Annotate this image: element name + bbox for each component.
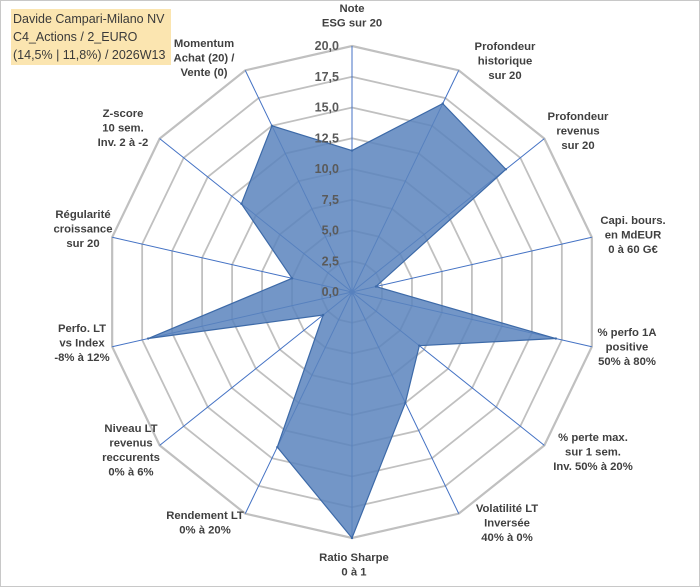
data-point <box>146 337 150 340</box>
tick-label: 0,0 <box>322 285 339 299</box>
data-point <box>504 168 508 171</box>
axis-label: Régularité croissance sur 20 <box>53 209 112 250</box>
axis-label: Profondeur revenus sur 20 <box>548 111 609 152</box>
tick-label: 5,0 <box>322 224 339 238</box>
data-point <box>240 202 243 206</box>
axis-spoke <box>159 291 353 446</box>
tick-label: 17,5 <box>315 70 339 84</box>
data-point <box>350 536 354 540</box>
axis-label: Niveau LT revenus reccurents 0% à 6% <box>102 423 160 479</box>
radar-series <box>146 102 558 540</box>
tick-label: 15,0 <box>315 101 339 115</box>
tick-label: 7,5 <box>322 193 339 207</box>
tick-label: 2,5 <box>322 254 339 268</box>
data-point <box>350 149 354 152</box>
axis-label: Ratio Sharpe 0 à 1 <box>319 552 389 579</box>
axis-label: Volatilité LT Inversée 40% à 0% <box>476 503 538 544</box>
data-point <box>290 277 294 280</box>
axis-label: % perte max. sur 1 sem. Inv. 50% à 20% <box>553 432 633 473</box>
chart-title-line-2: C4_Actions / 2_EURO <box>13 30 138 44</box>
axis-spoke <box>351 236 592 293</box>
tick-label: 12,5 <box>315 131 339 145</box>
data-point <box>321 313 325 317</box>
axis-label: Profondeur historique sur 20 <box>475 41 536 82</box>
axis-label: Momentum Achat (20) / Vente (0) <box>174 38 236 79</box>
axis-label: % perfo 1A positive 50% à 80% <box>597 327 656 368</box>
radar-axis-labels: Note ESG sur 20 Profondeur historique sur 20… <box>53 3 665 579</box>
data-point <box>404 401 407 405</box>
series-area <box>147 102 557 540</box>
axis-label: Perfo. LT vs Index -8% à 12% <box>54 323 109 364</box>
tick-label: 10,0 <box>315 162 339 176</box>
tick-label: 20,0 <box>315 39 339 53</box>
radar-tick-labels: 0,0 2,5 5,0 7,5 10,0 12,5 15,0 17,5 20,0 <box>315 39 339 299</box>
data-point <box>418 344 421 347</box>
data-point <box>270 124 274 127</box>
chart-title-box: Davide Campari-Milano NV C4_Actions / 2_… <box>11 9 171 65</box>
axis-label: Capi. bours. en MdEUR 0 à 60 G€ <box>600 215 665 256</box>
chart-title-line-1: Davide Campari-Milano NV <box>13 12 165 26</box>
axis-label: Note ESG sur 20 <box>322 3 382 30</box>
data-point <box>374 285 378 288</box>
axis-label: Z-score 10 sem. Inv. 2 à -2 <box>98 108 149 149</box>
data-point <box>276 445 279 449</box>
axis-label: Rendement LT 0% à 20% <box>166 510 244 537</box>
data-point <box>554 337 558 340</box>
data-point <box>441 102 444 105</box>
chart-title-line-3: (14,5% | 11,8%) / 2026W13 <box>13 48 166 62</box>
